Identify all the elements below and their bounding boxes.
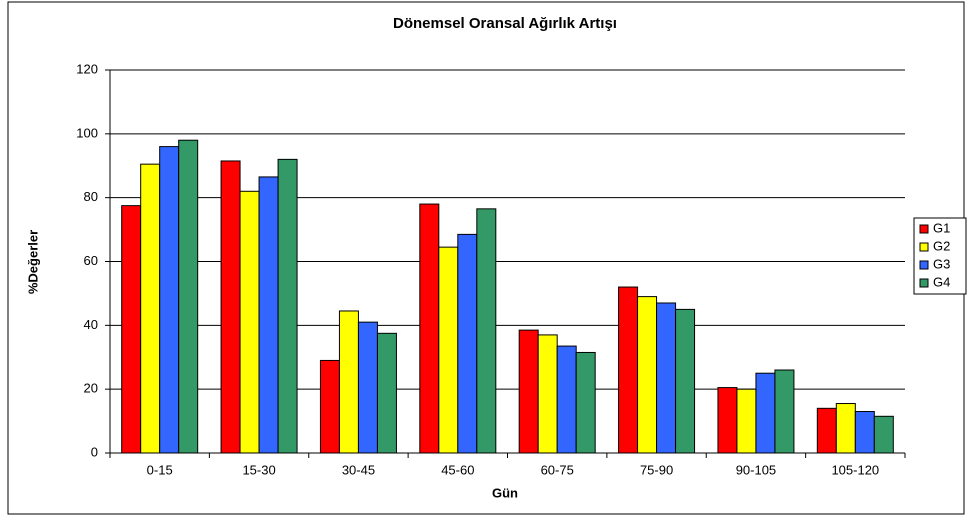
x-tick-label: 0-15 [147,462,173,477]
y-tick-label: 80 [84,189,98,204]
y-axis-title: %Değerler [25,230,40,294]
bar [338,310,359,454]
bar [277,158,298,454]
bar [457,233,478,454]
bar [121,205,142,454]
x-tick-label: 60-75 [541,462,574,477]
bar [675,308,696,454]
bar [717,387,738,454]
bar [575,351,596,454]
x-tick-label: 105-120 [831,462,879,477]
bar [835,403,856,454]
x-tick-label: 30-45 [342,462,375,477]
y-tick-label: 100 [76,125,98,140]
bar [419,203,440,454]
legend-swatch [919,260,929,270]
legend-label: G3 [933,256,950,271]
bar [854,411,875,454]
y-tick-label: 20 [84,381,98,396]
bar [178,139,199,454]
bar [656,302,677,454]
bar [518,329,539,454]
legend-label: G1 [933,220,950,235]
bar [537,334,558,454]
y-tick-label: 0 [91,444,98,459]
bar [873,415,894,454]
legend-label: G2 [933,238,950,253]
x-tick-label: 90-105 [736,462,776,477]
legend-swatch [919,224,929,234]
bar [774,369,795,454]
bar [816,407,837,454]
bar [556,345,577,454]
bar [258,176,279,454]
bar [140,163,161,454]
x-axis-title: Gün [492,485,518,500]
x-tick-label: 45-60 [441,462,474,477]
y-tick-label: 40 [84,317,98,332]
bar [319,359,340,454]
legend-label: G4 [933,274,950,289]
chart-title: Dönemsel Oransal Ağırlık Artışı [393,15,617,32]
bar [476,208,497,454]
bar [736,388,757,454]
bar [220,160,241,454]
legend-swatch [919,278,929,288]
legend-swatch [919,242,929,252]
y-tick-label: 60 [84,253,98,268]
bar [159,146,180,454]
bar [438,246,459,454]
bar [357,321,378,454]
bar [637,296,658,454]
bar [376,332,397,454]
x-tick-label: 15-30 [242,462,275,477]
bar [239,190,260,454]
y-tick-label: 120 [76,61,98,76]
x-tick-label: 75-90 [640,462,673,477]
bar [755,372,776,454]
bar [618,286,639,454]
